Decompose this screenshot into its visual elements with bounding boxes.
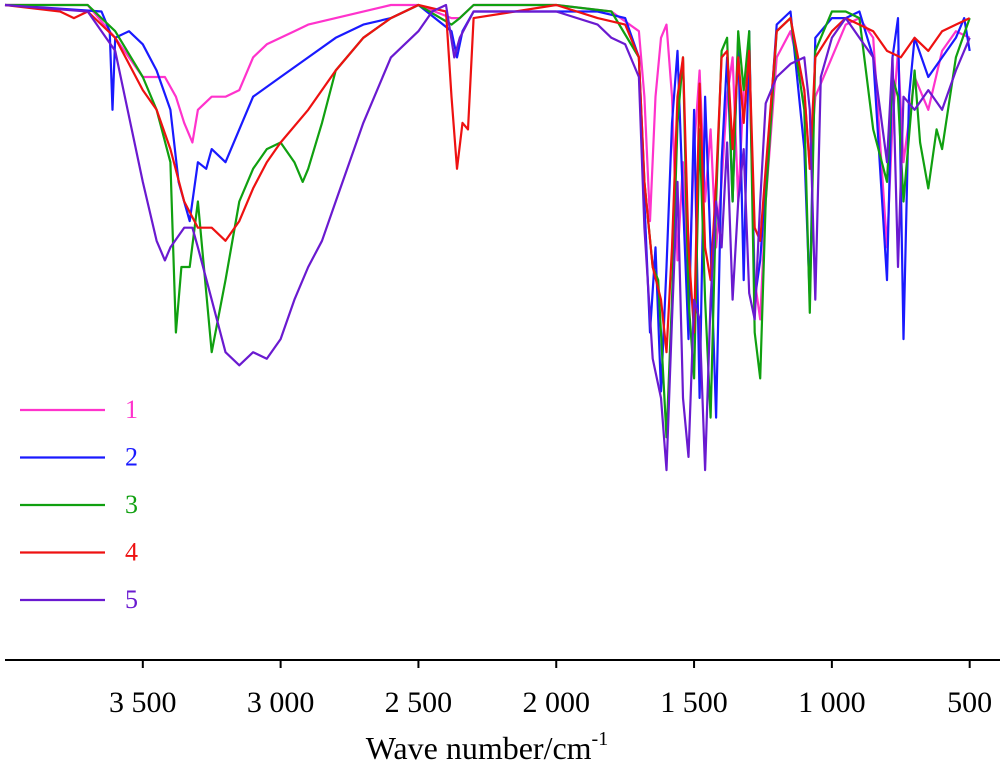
- legend-label: 4: [125, 537, 138, 566]
- x-tick-label: 1 500: [660, 686, 728, 719]
- spectrum-line: [5, 3, 971, 439]
- x-axis-title-text: Wave number/cm: [366, 730, 592, 766]
- x-tick-label: 3 000: [247, 686, 315, 719]
- x-axis-title-sup: -1: [592, 728, 609, 750]
- x-tick-label: 3 500: [109, 686, 177, 719]
- x-tick-label: 1 000: [798, 686, 866, 719]
- spectrum-line: [4, 3, 971, 472]
- spectrum-line: [5, 3, 971, 321]
- legend-label: 5: [125, 585, 138, 614]
- x-tick-label: 2 000: [522, 686, 590, 719]
- spectrum-line: [4, 3, 971, 419]
- legend-label: 3: [125, 490, 138, 519]
- x-tick-label: 2 500: [385, 686, 453, 719]
- x-tick-label: 500: [947, 686, 992, 719]
- spectrum-line: [4, 3, 971, 354]
- legend-label: 2: [125, 442, 138, 471]
- x-axis-title: Wave number/cm-1: [366, 728, 608, 767]
- legend-label: 1: [125, 395, 138, 424]
